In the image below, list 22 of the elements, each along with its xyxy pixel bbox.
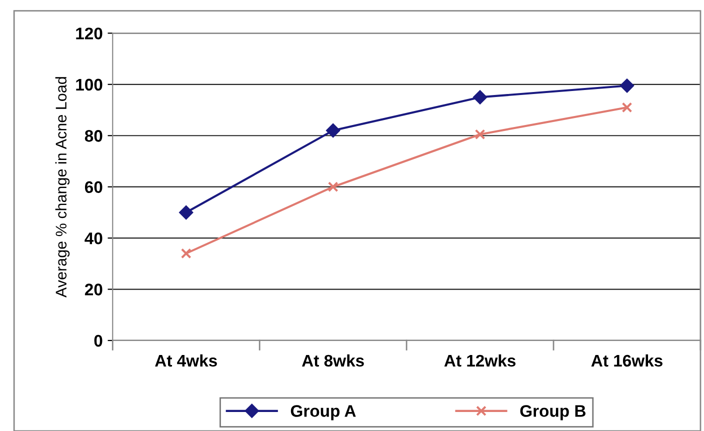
- point: [328, 182, 338, 192]
- y-tick-label: 80: [84, 130, 102, 142]
- y-tick-label: 100: [76, 78, 102, 91]
- point: [620, 78, 634, 93]
- point: [180, 248, 192, 259]
- y-tick-label: 120: [76, 28, 102, 40]
- y-tick-label: 60: [84, 181, 102, 194]
- x-tick-label: At 16wks: [591, 354, 662, 367]
- x-tick-label: At 4wks: [155, 354, 217, 367]
- point: [326, 124, 340, 138]
- x-tick-label: At 8wks: [302, 354, 364, 367]
- legend-label: Group B: [520, 405, 586, 420]
- point: [622, 102, 632, 113]
- y-tick-label: 40: [84, 232, 102, 244]
- point: [474, 129, 486, 140]
- point: [179, 206, 194, 220]
- y-tick-label: 20: [84, 284, 102, 296]
- y-tick-label: 0: [94, 334, 102, 347]
- point: [473, 90, 487, 104]
- legend-label: Group A: [290, 405, 356, 420]
- x-tick-label: At 12wks: [444, 354, 516, 367]
- y-axis-title: Average % change in Acne Load: [55, 77, 70, 298]
